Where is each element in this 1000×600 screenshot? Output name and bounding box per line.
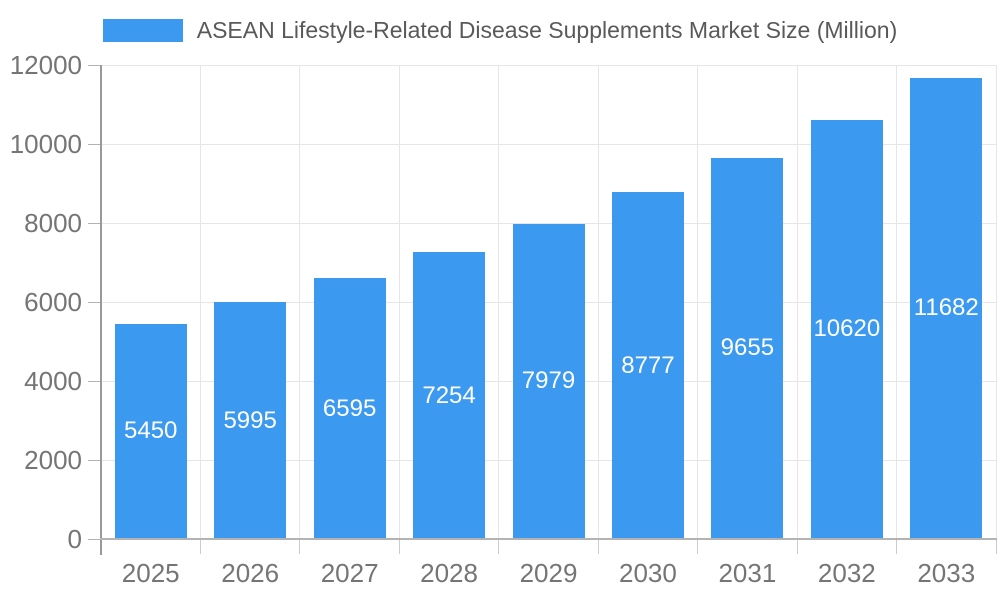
x-gridline (995, 65, 997, 539)
bar-value-label: 8777 (621, 351, 675, 379)
x-gridline (299, 65, 301, 539)
bar-value-label: 11682 (913, 294, 979, 322)
x-axis-tick (697, 540, 699, 554)
x-axis-tick-label: 2025 (121, 558, 180, 588)
bar-2028 (413, 252, 486, 539)
x-axis-tick-label: 2033 (917, 558, 976, 588)
legend-label: ASEAN Lifestyle-Related Disease Suppleme… (196, 17, 898, 43)
y-axis-tick-label: 8000 (24, 208, 82, 238)
x-axis-tick-label: 2031 (718, 558, 777, 588)
x-axis-tick-label: 2029 (519, 558, 578, 588)
x-gridline (199, 65, 201, 539)
bar-value-label: 5450 (124, 417, 178, 445)
x-gridline (498, 65, 500, 539)
x-axis-tick-label: 2030 (619, 558, 677, 588)
bar-2025 (114, 323, 187, 539)
bar-value-label: 6595 (322, 394, 377, 422)
x-gridline (398, 65, 400, 539)
bar-2030 (611, 192, 684, 539)
y-axis-tick (88, 380, 101, 382)
x-axis-tick (896, 540, 898, 554)
y-axis-tick-label: 12000 (9, 50, 82, 80)
bar-value-label: 5995 (223, 406, 277, 434)
bar-value-label: 10620 (813, 315, 881, 343)
y-gridline (101, 143, 996, 145)
legend-item[interactable]: ASEAN Lifestyle-Related Disease Suppleme… (0, 17, 1000, 44)
y-axis-tick-label: 6000 (24, 287, 82, 317)
x-gridline (796, 65, 798, 539)
x-axis-tick (796, 540, 798, 554)
x-axis-tick-label: 2032 (817, 558, 876, 588)
y-axis-tick-label: 10000 (9, 129, 82, 159)
y-axis-tick (88, 538, 101, 540)
x-axis-tick (398, 540, 400, 554)
bar-value-label: 7254 (422, 381, 476, 409)
x-axis-tick (199, 540, 201, 554)
x-axis-line (100, 538, 997, 540)
bar-value-label: 7979 (521, 367, 576, 395)
y-axis-tick (88, 143, 101, 145)
y-axis-tick (88, 64, 101, 66)
y-axis-tick-label: 4000 (24, 366, 82, 396)
y-axis-tick (88, 459, 101, 461)
bar-2027 (313, 278, 386, 539)
y-axis-tick-label: 0 (67, 524, 82, 554)
bar-2026 (214, 302, 287, 539)
y-gridline (101, 222, 996, 224)
bar-2031 (711, 157, 784, 539)
y-axis-tick (88, 222, 101, 224)
legend-swatch (102, 19, 183, 42)
x-axis-tick-label: 2028 (420, 558, 478, 588)
x-gridline (896, 65, 898, 539)
x-axis-tick-label: 2026 (221, 558, 280, 588)
x-axis-tick-label: 2027 (320, 558, 379, 588)
bar-2033 (910, 77, 983, 539)
x-axis-tick (995, 540, 997, 554)
y-axis-line (100, 65, 102, 555)
y-axis-tick (88, 301, 101, 303)
x-axis-tick (597, 540, 599, 554)
x-gridline (697, 65, 699, 539)
bar-2029 (512, 223, 585, 539)
bar-value-label: 9655 (720, 334, 775, 362)
x-axis-tick (299, 540, 301, 554)
x-axis-tick (498, 540, 500, 554)
x-gridline (597, 65, 599, 539)
bar-2032 (810, 119, 883, 539)
y-axis-tick-label: 2000 (24, 445, 82, 475)
y-gridline (101, 64, 996, 66)
